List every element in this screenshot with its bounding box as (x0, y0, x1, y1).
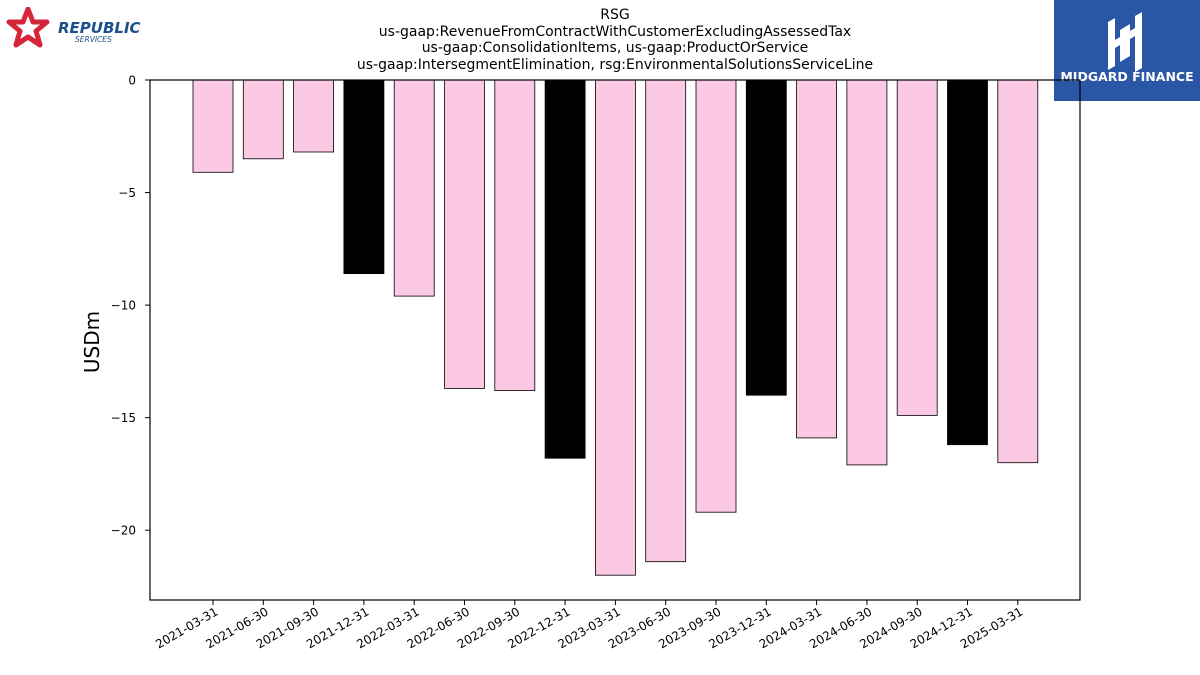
x-axis: 2021-03-312021-06-302021-09-302021-12-31… (153, 600, 1025, 651)
y-axis-label: USDm (80, 311, 104, 373)
y-tick-label: −5 (118, 186, 136, 200)
logo-republic-text: REPUBLIC (58, 19, 141, 37)
chart-subtitle-line-2: us-gaap:ConsolidationItems, us-gaap:Prod… (421, 40, 809, 56)
y-axis: 0 −5 −10 −15 −20 (111, 74, 150, 538)
republic-services-logo: REPUBLIC SERVICES (6, 7, 141, 48)
bar-2021-09-30 (293, 79, 335, 153)
bar-2025-03-31 (997, 79, 1039, 464)
y-tick-label: 0 (128, 74, 136, 88)
midgard-finance-logo: MIDGARD FINANCE (1054, 0, 1200, 101)
bar-2021-03-31 (192, 79, 234, 173)
plot-frame (149, 79, 1081, 601)
bar-2022-03-31 (393, 79, 435, 297)
chart-subtitle-line-3: us-gaap:IntersegmentElimination, rsg:Env… (356, 56, 874, 73)
bar-2023-06-30 (645, 79, 687, 563)
bar-2023-12-31 (745, 79, 787, 396)
bar-2024-06-30 (846, 79, 888, 466)
bar-2023-09-30 (695, 79, 737, 513)
y-tick-label: −15 (111, 411, 136, 425)
y-tick-label: −10 (111, 299, 136, 313)
bar-2023-03-31 (595, 79, 636, 576)
bars-group (192, 79, 1039, 576)
bar-2024-12-31 (947, 79, 988, 446)
logo-midgard-text: MIDGARD FINANCE (1060, 69, 1193, 84)
bar-2022-06-30 (444, 79, 485, 389)
bar-2024-09-30 (896, 79, 938, 416)
y-tick-label: −20 (111, 524, 136, 538)
chart-subtitle-line-1: us-gaap:RevenueFromContractWithCustomerE… (378, 23, 852, 40)
bar-2022-09-30 (494, 79, 536, 392)
logo-services-text: SERVICES (75, 35, 112, 44)
bar-2024-03-31 (796, 79, 837, 439)
bar-2021-12-31 (343, 79, 385, 275)
republic-star-icon (6, 7, 50, 48)
bar-2021-06-30 (242, 79, 284, 160)
bar-2022-12-31 (544, 79, 586, 459)
midgard-m-icon (1108, 12, 1142, 72)
chart-title: RSG (600, 7, 630, 23)
chart-title-block: RSG us-gaap:RevenueFromContractWithCusto… (150, 7, 1080, 73)
